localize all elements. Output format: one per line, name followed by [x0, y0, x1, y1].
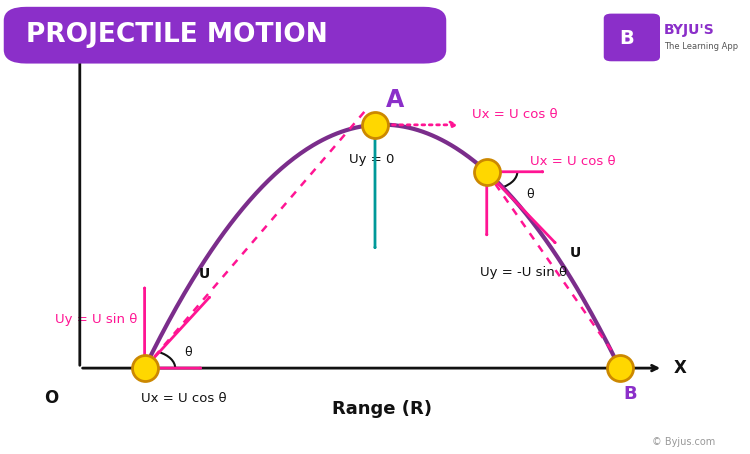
- Text: The Learning App: The Learning App: [664, 42, 738, 51]
- Point: [369, 121, 381, 128]
- Text: Ux = U cos θ: Ux = U cos θ: [142, 391, 227, 405]
- Point: [481, 168, 493, 175]
- Text: θ: θ: [184, 345, 192, 359]
- Text: U: U: [199, 266, 210, 281]
- Text: Range (R): Range (R): [332, 400, 432, 418]
- Text: A: A: [386, 88, 404, 112]
- Point: [614, 365, 626, 372]
- Text: θ: θ: [526, 188, 534, 201]
- Text: U: U: [569, 246, 580, 260]
- Text: Uy = 0: Uy = 0: [349, 153, 394, 166]
- Text: Ux = U cos θ: Ux = U cos θ: [530, 155, 616, 168]
- Text: PROJECTILE MOTION: PROJECTILE MOTION: [26, 21, 328, 48]
- Text: B: B: [619, 29, 634, 48]
- Text: O: O: [44, 390, 58, 407]
- Text: © Byjus.com: © Byjus.com: [652, 437, 716, 447]
- Text: Uy = -U sin θ: Uy = -U sin θ: [479, 266, 567, 279]
- Text: Ux = U cos θ: Ux = U cos θ: [472, 108, 558, 121]
- Text: Uy = U sin θ: Uy = U sin θ: [55, 312, 137, 326]
- Text: BYJU'S: BYJU'S: [664, 23, 715, 36]
- Text: X: X: [674, 359, 687, 377]
- Point: [139, 365, 151, 372]
- Text: Y: Y: [63, 24, 75, 42]
- Text: B: B: [623, 385, 637, 403]
